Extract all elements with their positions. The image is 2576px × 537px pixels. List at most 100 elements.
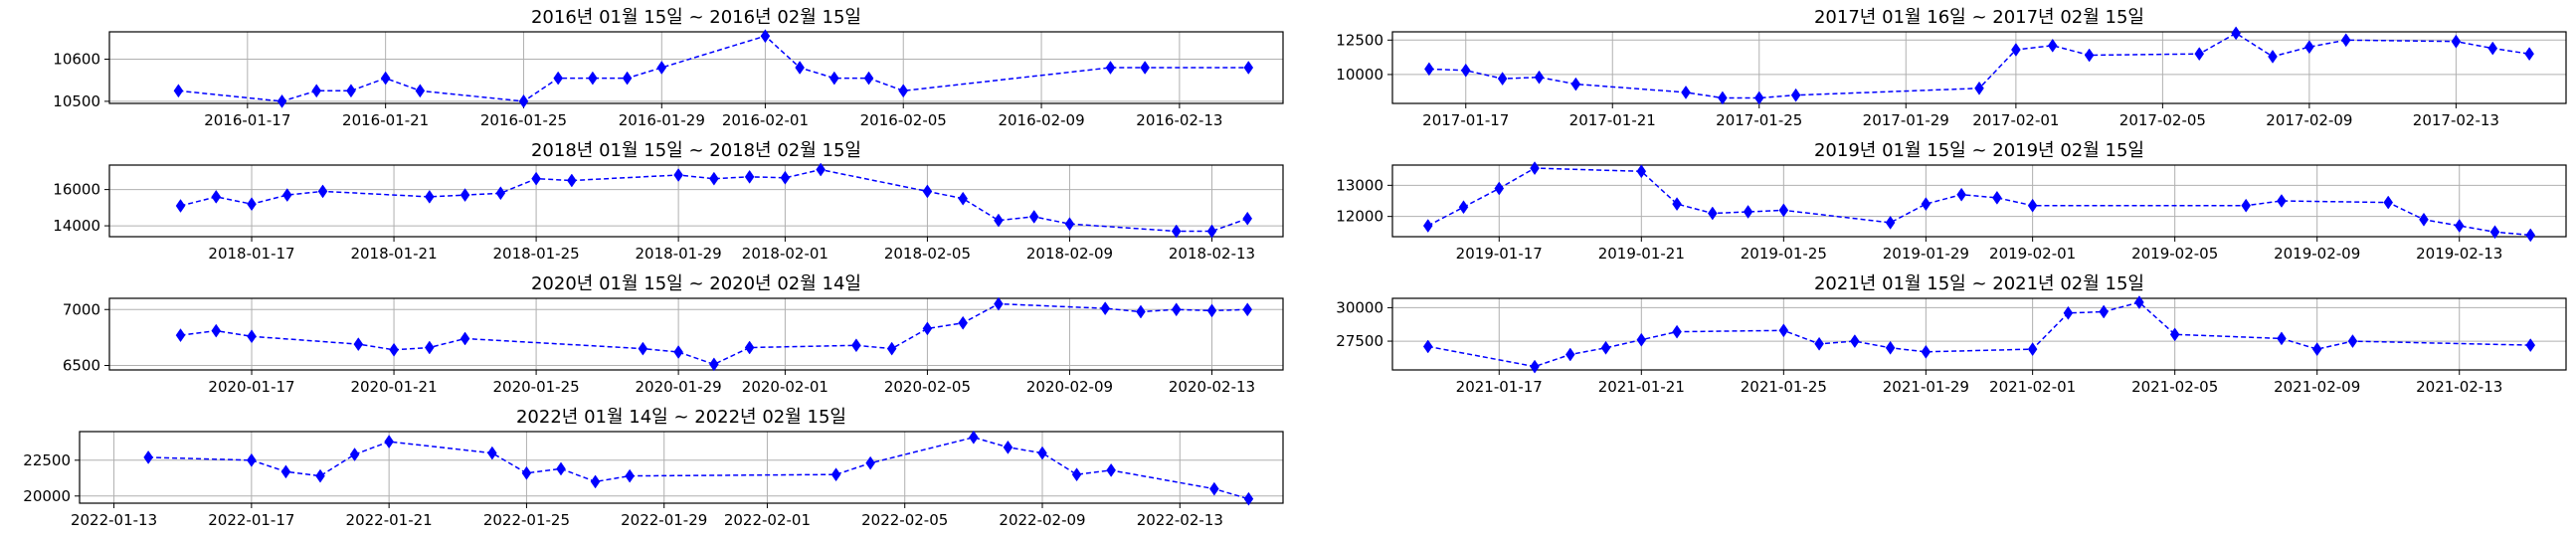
- x-tick-label: 2021-01-21: [1598, 378, 1685, 396]
- data-point-marker: [851, 338, 861, 353]
- data-point-marker: [2304, 40, 2314, 55]
- x-tick-label: 2021-02-05: [2131, 378, 2218, 396]
- data-point-marker: [2419, 212, 2429, 227]
- data-point-marker: [280, 464, 291, 479]
- y-tick-label: 6500: [63, 357, 100, 375]
- subplot: 2016년 01월 15일 ~ 2016년 02월 15일 2016-01-17 2…: [53, 7, 1284, 129]
- data-point-marker: [1778, 203, 1789, 218]
- x-tick-label: 2022-01-25: [483, 511, 570, 529]
- data-point-marker: [994, 213, 1004, 228]
- data-point-marker: [415, 84, 426, 98]
- data-point-marker: [1424, 62, 1434, 77]
- series-line: [1427, 301, 2531, 368]
- data-point-marker: [389, 342, 399, 357]
- data-point-marker: [521, 465, 532, 480]
- data-point-marker: [460, 331, 470, 346]
- data-point-marker: [211, 189, 222, 204]
- data-point-marker: [922, 321, 933, 336]
- data-point-marker: [2099, 304, 2109, 319]
- x-tick-label: 2022-01-17: [208, 511, 294, 529]
- chart-title: 2021년 01월 15일 ~ 2021년 02월 15일: [1814, 273, 2144, 294]
- y-tick-label: 12500: [1336, 31, 1383, 49]
- subplot: 2020년 01월 15일 ~ 2020년 02월 14일 2020-01-17 2…: [63, 273, 1284, 396]
- data-point-marker: [1992, 190, 2002, 205]
- data-point-marker: [2524, 47, 2534, 62]
- data-point-marker: [2347, 334, 2358, 349]
- data-point-marker: [1136, 304, 1146, 319]
- x-tick-label: 2021-02-01: [1989, 378, 2076, 396]
- x-tick-label: 2021-02-13: [2416, 378, 2502, 396]
- data-point-marker: [2194, 47, 2205, 62]
- data-point-marker: [1140, 61, 1150, 75]
- data-point-marker: [211, 323, 222, 338]
- data-point-marker: [2451, 34, 2462, 49]
- x-tick-label: 2019-02-13: [2416, 245, 2502, 263]
- data-point-marker: [2231, 26, 2241, 41]
- data-point-marker: [816, 162, 826, 177]
- chart-title: 2019년 01월 15일 ~ 2019년 02월 15일: [1814, 140, 2144, 161]
- chart-title: 2016년 01월 15일 ~ 2016년 02월 15일: [531, 7, 861, 28]
- chart-title: 2022년 01월 14일 ~ 2022년 02월 15일: [516, 407, 846, 428]
- data-point-marker: [673, 345, 683, 359]
- data-point-marker: [384, 435, 394, 449]
- data-point-marker: [1530, 359, 1540, 374]
- data-point-marker: [1753, 90, 1764, 105]
- data-point-marker: [247, 452, 257, 467]
- data-point-marker: [1064, 217, 1075, 232]
- data-point-marker: [625, 468, 635, 483]
- x-tick-label: 2019-01-29: [1883, 245, 1969, 263]
- x-tick-label: 2020-01-25: [492, 378, 579, 396]
- data-point-marker: [1570, 77, 1581, 91]
- data-point-marker: [2525, 338, 2536, 353]
- x-tick-label: 2016-01-25: [480, 111, 567, 129]
- data-point-marker: [1708, 206, 1718, 221]
- data-point-marker: [2311, 342, 2322, 357]
- x-tick-label: 2022-02-05: [861, 511, 948, 529]
- x-tick-label: 2022-01-29: [621, 511, 707, 529]
- data-point-marker: [567, 173, 577, 188]
- y-tick-label: 16000: [53, 181, 100, 199]
- x-tick-label: 2019-01-21: [1598, 245, 1685, 263]
- data-point-marker: [143, 449, 153, 464]
- data-point-marker: [353, 337, 364, 352]
- data-point-marker: [1636, 332, 1647, 347]
- plot-frame: [1391, 31, 2567, 104]
- x-tick-label: 2021-01-25: [1741, 378, 1827, 396]
- data-point-marker: [1672, 197, 1682, 212]
- data-point-marker: [622, 71, 633, 86]
- x-tick-label: 2018-01-17: [208, 245, 294, 263]
- data-point-marker: [1209, 481, 1219, 496]
- data-point-marker: [1534, 70, 1545, 85]
- data-point-marker: [175, 328, 186, 343]
- data-point-marker: [460, 188, 470, 203]
- data-point-marker: [863, 71, 874, 86]
- x-tick-label: 2017-02-09: [2266, 111, 2352, 129]
- y-tick-label: 13000: [1336, 176, 1383, 194]
- x-tick-label: 2016-02-13: [1136, 111, 1222, 129]
- subplot: 2021년 01월 15일 ~ 2021년 02월 15일 2021-01-17 2…: [1336, 273, 2567, 396]
- data-point-marker: [1681, 85, 1691, 99]
- data-point-marker: [865, 455, 875, 470]
- data-point-marker: [709, 171, 719, 186]
- data-point-marker: [1171, 302, 1182, 317]
- data-point-marker: [2340, 33, 2351, 48]
- data-point-marker: [1206, 303, 1217, 318]
- x-tick-label: 2016-01-29: [619, 111, 705, 129]
- subplot: 2018년 01월 15일 ~ 2018년 02월 15일 2018-01-17 2…: [53, 140, 1284, 263]
- plot-frame: [108, 164, 1284, 238]
- y-tick-label: 22500: [23, 451, 71, 469]
- x-tick-label: 2020-02-13: [1169, 378, 1255, 396]
- x-tick-label: 2022-01-13: [71, 511, 157, 529]
- subplot: 2019년 01월 15일 ~ 2019년 02월 15일 2019-01-17 2…: [1336, 140, 2567, 263]
- x-tick-label: 2020-02-01: [742, 378, 828, 396]
- data-point-marker: [898, 84, 909, 98]
- y-tick-label: 12000: [1336, 208, 1383, 226]
- data-point-marker: [590, 474, 601, 489]
- data-point-marker: [1497, 72, 1508, 87]
- x-tick-label: 2022-01-21: [346, 511, 433, 529]
- data-point-marker: [1956, 187, 1966, 202]
- series-line: [1427, 167, 2531, 237]
- data-point-marker: [958, 191, 968, 206]
- x-tick-label: 2018-02-01: [742, 245, 828, 263]
